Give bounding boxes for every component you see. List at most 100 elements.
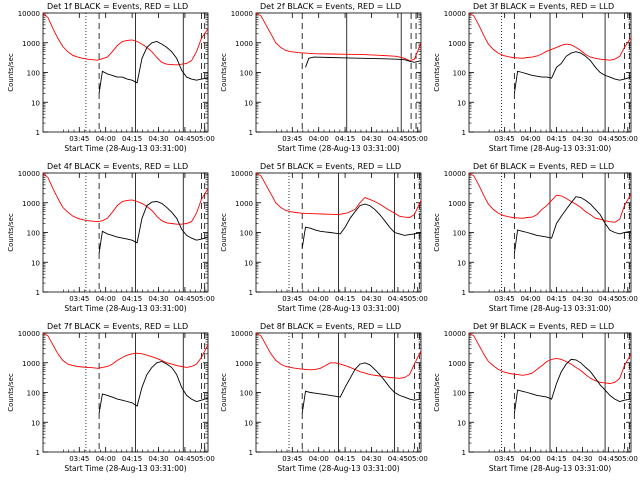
- x-axis-label: Start Time (28-Aug-13 03:31:00): [277, 144, 399, 153]
- series-line-lld: [42, 332, 209, 369]
- chart-title: Det 1f BLACK = Events, RED = LLD: [47, 2, 188, 11]
- panel-det-1: Det 1f BLACK = Events, RED = LLD 1 10 100 10…: [7, 2, 215, 153]
- y-axis-label: Counts/sec: [220, 213, 228, 252]
- panel-det-9: Det 9f BLACK = Events, RED = LLD 1 10 100 10…: [433, 322, 638, 473]
- x-tick-label: 04:45: [175, 135, 195, 143]
- y-tick-label: 10: [31, 259, 40, 267]
- series-line-events: [301, 203, 422, 249]
- x-tick-label: 05:00: [618, 455, 638, 463]
- y-axis-label: Counts/sec: [433, 213, 441, 252]
- y-tick-label: 100: [453, 390, 466, 398]
- y-axis-label: Counts/sec: [220, 53, 228, 92]
- x-tick-label: 05:00: [195, 295, 215, 303]
- x-tick-label: 04:15: [546, 135, 566, 143]
- x-tick-label: 04:45: [388, 135, 408, 143]
- panel-det-7: Det 7f BLACK = Events, RED = LLD 1 10 100 10…: [7, 322, 215, 473]
- y-tick-label: 1: [462, 449, 466, 457]
- x-tick-label: 04:00: [520, 455, 540, 463]
- x-tick-label: 05:00: [408, 295, 428, 303]
- series-line-events: [301, 362, 422, 414]
- chart-title: Det 6f BLACK = Events, RED = LLD: [473, 162, 614, 171]
- y-tick-label: 100: [240, 390, 253, 398]
- x-tick-label: 04:00: [309, 455, 329, 463]
- x-tick-label: 04:00: [96, 295, 116, 303]
- x-tick-label: 04:15: [546, 455, 566, 463]
- series-line-events: [513, 196, 632, 254]
- x-tick-label: 04:30: [572, 455, 592, 463]
- x-tick-label: 04:45: [598, 135, 618, 143]
- series-line-lld: [255, 332, 422, 379]
- y-tick-label: 1: [36, 449, 40, 457]
- y-tick-label: 1: [462, 129, 466, 137]
- x-tick-label: 03:45: [282, 135, 302, 143]
- x-tick-label: 05:00: [408, 135, 428, 143]
- y-tick-label: 10000: [231, 170, 253, 178]
- y-tick-label: 1: [249, 289, 253, 297]
- x-tick-label: 04:45: [598, 295, 618, 303]
- chart-title: Det 3f BLACK = Events, RED = LLD: [473, 2, 614, 11]
- x-tick-label: 04:00: [309, 295, 329, 303]
- x-tick-label: 04:30: [148, 295, 168, 303]
- x-tick-label: 03:45: [282, 455, 302, 463]
- x-tick-label: 04:45: [175, 455, 195, 463]
- y-tick-label: 1000: [448, 360, 466, 368]
- chart-title: Det 2f BLACK = Events, RED = LLD: [260, 2, 401, 11]
- x-tick-label: 05:00: [618, 135, 638, 143]
- y-tick-label: 10: [457, 259, 466, 267]
- x-tick-label: 04:00: [520, 135, 540, 143]
- x-axis-label: Start Time (28-Aug-13 03:31:00): [277, 464, 399, 473]
- y-tick-label: 10: [31, 99, 40, 107]
- x-axis-label: Start Time (28-Aug-13 03:31:00): [64, 304, 186, 313]
- x-tick-label: 03:45: [69, 295, 89, 303]
- x-tick-label: 04:30: [361, 135, 381, 143]
- y-tick-label: 10: [457, 99, 466, 107]
- y-tick-label: 1000: [235, 200, 253, 208]
- y-axis-label: Counts/sec: [433, 373, 441, 412]
- chart-title: Det 9f BLACK = Events, RED = LLD: [473, 322, 614, 331]
- x-tick-label: 04:30: [148, 135, 168, 143]
- x-tick-label: 04:30: [148, 455, 168, 463]
- series-line-events: [305, 56, 422, 68]
- series-line-events: [513, 51, 632, 94]
- y-tick-label: 10000: [18, 10, 40, 18]
- y-tick-label: 10000: [231, 10, 253, 18]
- x-tick-label: 04:30: [572, 135, 592, 143]
- panel-det-6: Det 6f BLACK = Events, RED = LLD 1 10 100 10…: [433, 162, 638, 313]
- x-tick-label: 04:45: [598, 455, 618, 463]
- y-tick-label: 1000: [448, 200, 466, 208]
- y-axis-label: Counts/sec: [433, 53, 441, 92]
- y-tick-label: 1000: [235, 360, 253, 368]
- y-tick-label: 10000: [18, 170, 40, 178]
- y-tick-label: 10000: [444, 10, 466, 18]
- y-tick-label: 1000: [22, 200, 40, 208]
- x-tick-label: 03:45: [69, 135, 89, 143]
- x-tick-label: 04:15: [122, 455, 142, 463]
- x-tick-label: 04:45: [388, 455, 408, 463]
- x-tick-label: 04:30: [361, 295, 381, 303]
- x-axis-label: Start Time (28-Aug-13 03:31:00): [489, 464, 611, 473]
- y-tick-label: 10: [244, 99, 253, 107]
- x-tick-label: 04:00: [96, 135, 116, 143]
- y-tick-label: 100: [453, 230, 466, 238]
- y-tick-label: 10000: [18, 330, 40, 338]
- x-tick-label: 04:00: [96, 455, 116, 463]
- y-tick-label: 100: [453, 70, 466, 78]
- x-tick-label: 05:00: [195, 135, 215, 143]
- series-line-events: [98, 201, 209, 254]
- y-tick-label: 100: [27, 230, 40, 238]
- y-tick-label: 1000: [22, 360, 40, 368]
- chart-title: Det 4f BLACK = Events, RED = LLD: [47, 162, 188, 171]
- y-tick-label: 100: [27, 70, 40, 78]
- x-tick-label: 04:15: [335, 455, 355, 463]
- x-tick-label: 03:45: [282, 295, 302, 303]
- panel-det-3: Det 3f BLACK = Events, RED = LLD 1 10 100 10…: [433, 2, 638, 153]
- y-tick-label: 1000: [235, 40, 253, 48]
- y-tick-label: 1: [36, 129, 40, 137]
- x-tick-label: 03:45: [69, 455, 89, 463]
- x-axis-label: Start Time (28-Aug-13 03:31:00): [489, 304, 611, 313]
- y-tick-label: 1000: [448, 40, 466, 48]
- x-tick-label: 04:45: [388, 295, 408, 303]
- y-tick-label: 10: [244, 259, 253, 267]
- x-tick-label: 04:45: [175, 295, 195, 303]
